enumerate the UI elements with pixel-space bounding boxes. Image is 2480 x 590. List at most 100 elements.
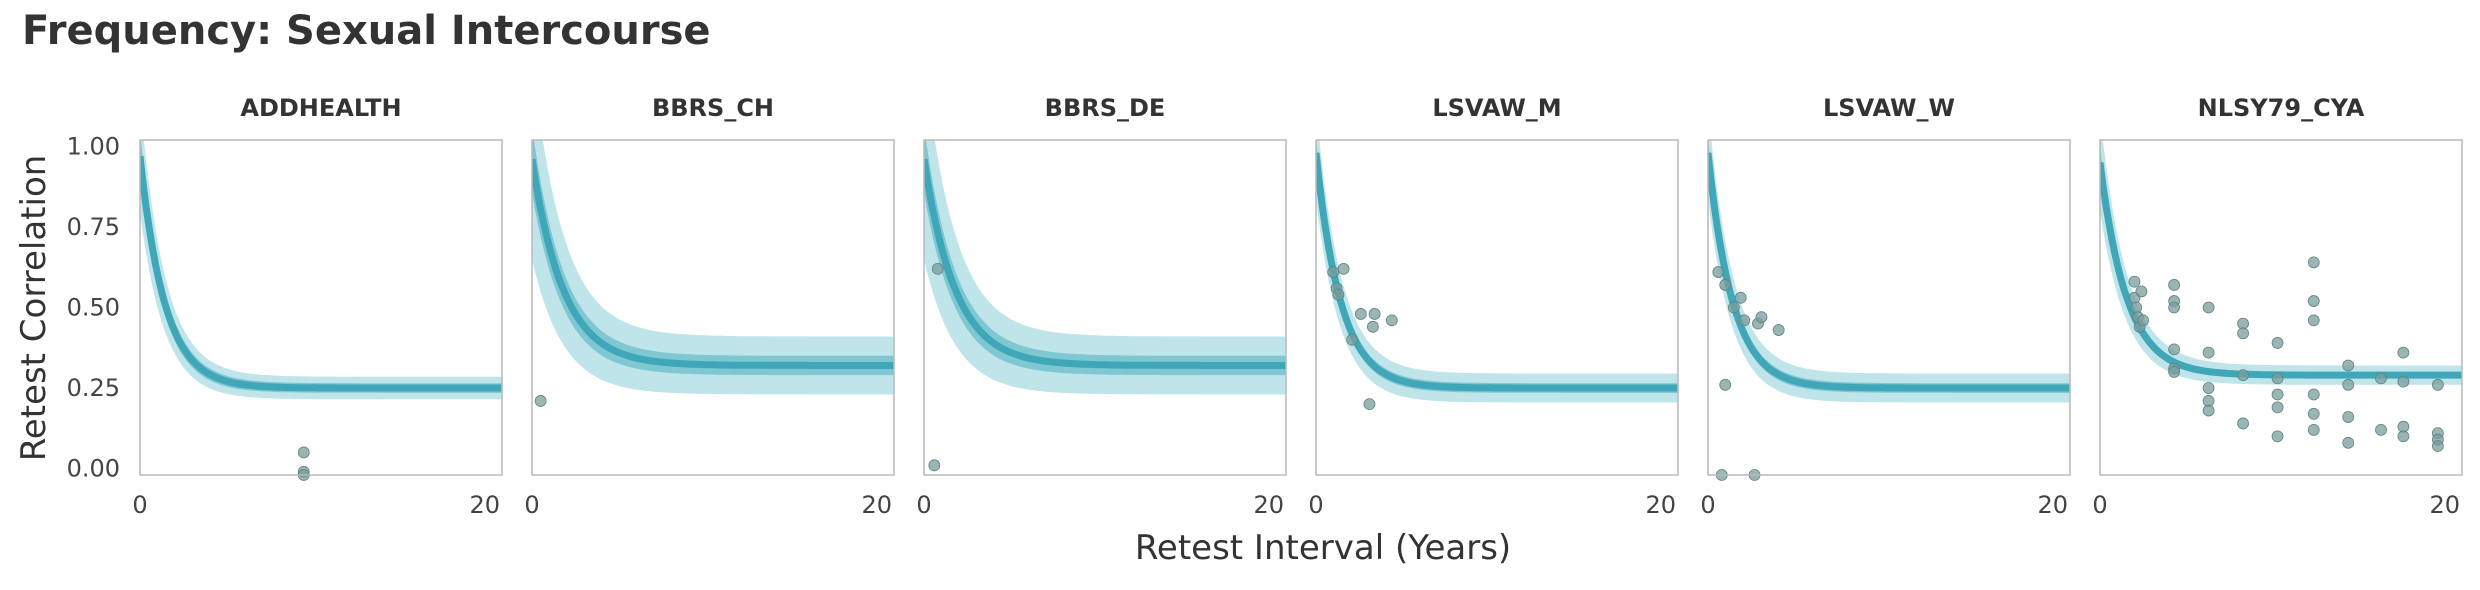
fitted-curve	[924, 158, 1286, 369]
panel-title: NLSY79_CYA	[2198, 94, 2365, 122]
data-point	[2271, 388, 2284, 401]
x-tick-label: 20	[1645, 491, 1676, 519]
data-point	[2168, 301, 2181, 314]
x-tick-label: 0	[2092, 491, 2107, 519]
data-point	[1368, 308, 1381, 320]
data-point	[931, 262, 944, 275]
data-point	[1727, 301, 1740, 314]
data-point	[2271, 401, 2284, 414]
data-point	[2202, 404, 2215, 417]
data-point	[2342, 359, 2355, 372]
panel-lsvaw_w: LSVAW_W 0 20	[1700, 94, 2071, 519]
credible-band-outer	[1708, 140, 2070, 403]
fitted-curve	[532, 158, 894, 369]
data-point	[2168, 279, 2181, 291]
data-point	[2130, 301, 2143, 314]
data-point	[2202, 382, 2215, 394]
data-point	[1327, 266, 1340, 278]
data-point	[2135, 285, 2148, 298]
data-point	[2397, 346, 2410, 359]
data-point	[2397, 375, 2410, 388]
data-point	[1385, 314, 1398, 327]
x-tick-label: 0	[132, 491, 147, 519]
y-tick-label: 1.00	[67, 132, 120, 160]
data-point	[1346, 333, 1359, 346]
data-point	[2137, 314, 2149, 327]
data-point	[2342, 436, 2355, 449]
fitted-curve	[1708, 152, 2070, 392]
data-point	[1755, 311, 1768, 324]
panel-title: ADDHEALTH	[240, 94, 401, 122]
data-point	[2375, 372, 2387, 385]
data-point	[1772, 324, 1785, 336]
credible-band-outer	[924, 140, 1286, 395]
panel-title: BBRS_DE	[1045, 94, 1166, 122]
data-point	[2271, 430, 2284, 443]
data-point	[1738, 314, 1751, 327]
data-point	[2202, 301, 2215, 314]
panel-frame	[139, 139, 503, 476]
y-tick-label: 0.50	[67, 294, 120, 322]
fitted-curve	[140, 155, 502, 392]
x-tick-label: 0	[916, 491, 931, 519]
data-point	[1366, 320, 1379, 333]
data-point	[2307, 256, 2320, 269]
data-point	[2431, 378, 2444, 391]
data-point	[2168, 366, 2181, 378]
data-point	[534, 395, 547, 407]
y-tick-label: 0.00	[67, 455, 120, 483]
panel-title: LSVAW_W	[1823, 94, 1955, 122]
panel-frame	[1707, 139, 2071, 476]
panel-frame	[2099, 139, 2463, 476]
data-point	[1719, 279, 1732, 291]
data-point	[2307, 295, 2320, 307]
data-point	[297, 446, 310, 459]
data-point	[2307, 388, 2320, 401]
credible-band-outer	[140, 140, 502, 400]
data-point	[1354, 308, 1367, 320]
data-point	[1734, 291, 1747, 304]
x-tick-label: 20	[2429, 491, 2460, 519]
data-point	[2237, 369, 2249, 382]
data-point	[2397, 430, 2410, 443]
y-tick-label: 0.25	[67, 374, 120, 402]
data-point	[928, 459, 941, 472]
credible-band-outer	[1316, 140, 1678, 403]
data-point	[1719, 378, 1732, 391]
data-point	[2168, 343, 2181, 356]
panel-frame	[923, 139, 1287, 476]
fitted-curve	[1316, 152, 1678, 392]
panel-title: BBRS_CH	[652, 94, 774, 122]
panel-title: LSVAW_M	[1432, 94, 1561, 122]
data-point	[2271, 372, 2284, 385]
panel-lsvaw_m: LSVAW_M 0 20	[1308, 94, 1679, 519]
figure-title: Frequency: Sexual Intercourse	[22, 8, 711, 54]
x-tick-label: 0	[1700, 491, 1715, 519]
x-tick-label: 20	[861, 491, 892, 519]
x-tick-label: 0	[524, 491, 539, 519]
data-point	[2342, 411, 2355, 423]
panel-frame	[1315, 139, 1679, 476]
data-point	[2237, 417, 2249, 430]
panel-nlsy79_cya: NLSY79_CYA 0 20	[2092, 94, 2463, 519]
data-point	[2307, 407, 2320, 420]
x-tick-label: 0	[1308, 491, 1323, 519]
credible-band-outer	[532, 140, 894, 395]
x-tick-label: 20	[2037, 491, 2068, 519]
data-point	[2375, 424, 2387, 436]
data-point	[1332, 288, 1345, 301]
data-point	[2128, 275, 2141, 288]
panel-addhealth: ADDHEALTH 0 20 0.00 0.25 0.50 0.75 1.00	[67, 94, 503, 519]
x-tick-label: 20	[1253, 491, 1284, 519]
data-point	[2237, 327, 2249, 340]
x-axis-label: Retest Interval (Years)	[1134, 528, 1512, 568]
data-point	[1712, 266, 1725, 278]
panel-frame	[531, 139, 895, 476]
data-point	[2342, 378, 2355, 391]
x-tick-label: 20	[469, 491, 500, 519]
data-point	[2307, 424, 2320, 436]
data-point	[2271, 337, 2284, 349]
panel-bbrs_de: BBRS_DE 0 20	[916, 94, 1287, 519]
